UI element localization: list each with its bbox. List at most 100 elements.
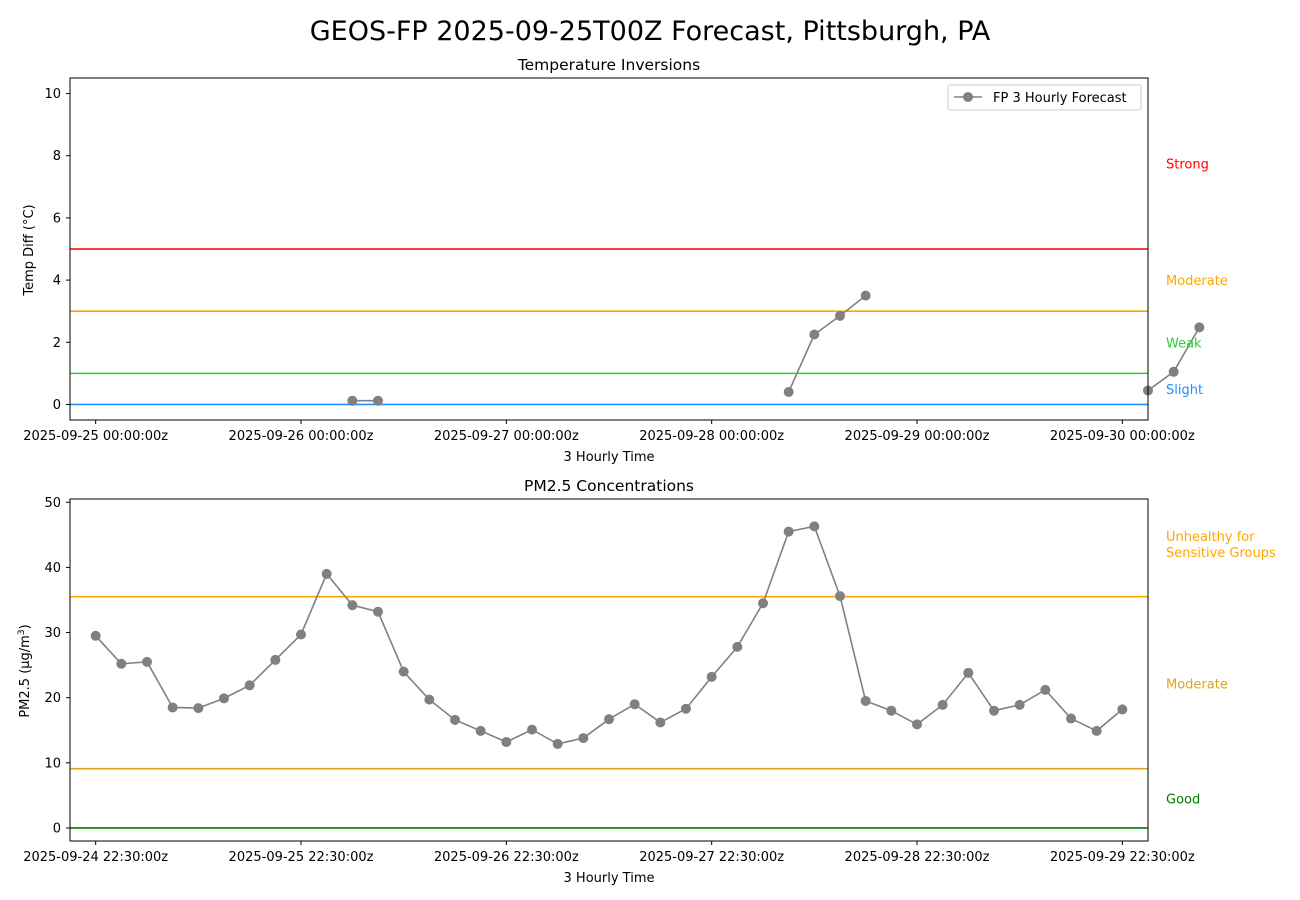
data-point [783,526,794,537]
x-axis-label: 3 Hourly Time [564,450,655,465]
x-tick-label: 2025-09-27 00:00:00z [434,429,579,444]
series-layer [347,290,1205,406]
data-point [912,719,922,730]
x-tick-label: 2025-09-30 00:00:00z [1050,429,1195,444]
x-tick-label: 2025-09-28 22:30:00z [845,850,990,865]
y-tick-label: 8 [53,149,61,164]
x-tick-label: 2025-09-25 00:00:00z [23,429,168,444]
data-point [655,717,666,728]
legend: FP 3 Hourly Forecast [947,84,1142,111]
data-point [1091,725,1102,736]
data-point [681,703,691,714]
y-tick-label: 0 [53,821,61,836]
data-point [937,699,948,710]
data-point [706,671,717,682]
data-point [1066,713,1076,724]
data-point [296,629,306,640]
plot-frame [69,77,1149,421]
data-point [1117,704,1128,715]
data-point [809,329,820,340]
data-point [527,724,537,735]
y-axis-label: Temp Diff (°C) [22,204,37,296]
threshold-labels: Slight Weak Moderate Strong [1166,158,1228,398]
data-point [1040,684,1051,695]
data-point [270,654,281,665]
temperature-inversions-chart: Temperature Inversions 0 2 4 6 8 10 2025-09-25… [22,56,1228,465]
data-point [373,606,383,617]
threshold-label: Slight [1166,383,1203,398]
threshold-label: Moderate [1166,274,1228,289]
y-tick-label: 10 [44,756,61,771]
series-line [787,295,867,393]
threshold-lines [70,595,1148,829]
y-tick-label: 40 [44,561,61,576]
data-point [450,714,460,725]
data-point [1014,699,1025,710]
data-point [1168,366,1179,377]
x-tick-label: 2025-09-24 22:30:00z [23,850,168,865]
data-point [1194,322,1205,333]
y-tick-label: 4 [53,274,61,289]
y-tick-label: 30 [44,626,61,641]
data-point [578,733,589,744]
data-point [219,693,229,704]
data-point [90,630,101,641]
data-point [244,680,255,691]
data-point [604,714,614,725]
x-tick-label: 2025-09-26 22:30:00z [434,850,579,865]
y-tick-label: 20 [44,691,61,706]
data-point [758,598,768,609]
data-point [116,658,127,669]
data-point [860,290,871,301]
data-point [835,310,845,321]
threshold-label: Strong [1166,158,1209,173]
threshold-label: Good [1166,793,1200,808]
threshold-label: Moderate [1166,677,1228,692]
data-point [732,641,743,652]
data-point [835,591,845,602]
x-tick-label: 2025-09-29 00:00:00z [845,429,990,444]
data-point [963,667,974,678]
chart-title: PM2.5 Concentrations [524,477,694,495]
x-tick-label: 2025-09-29 22:30:00z [1050,850,1195,865]
x-axis-label: 3 Hourly Time [564,871,655,886]
data-point [193,703,204,714]
data-point [424,694,435,705]
data-point [989,705,999,716]
x-tick-label: 2025-09-25 22:30:00z [229,850,374,865]
legend-marker [963,92,973,102]
series-layer [90,521,1128,749]
threshold-lines [70,248,1148,406]
data-point [373,395,383,406]
y-tick-label: 0 [53,398,61,413]
data-point [167,702,178,713]
y-tick-label: 6 [53,211,61,226]
x-tick-label: 2025-09-26 00:00:00z [229,429,374,444]
x-tick-label: 2025-09-28 00:00:00z [639,429,784,444]
data-point [783,387,794,398]
pm25-concentrations-chart: PM2.5 Concentrations 0 10 20 30 40 50 2025-09-… [17,477,1276,886]
legend-label: FP 3 Hourly Forecast [993,91,1127,106]
x-tick-label: 2025-09-27 22:30:00z [639,850,784,865]
legend-box [947,84,1142,111]
y-tick-label: 10 [44,87,61,102]
data-point [347,600,358,611]
data-point [347,395,358,406]
data-point [398,666,409,677]
data-point [501,736,512,747]
threshold-labels: Good Moderate Unhealthy for Sensitive Group… [1166,530,1276,808]
axes-ticks: 0 2 4 6 8 10 2025-09-25 00:00:00z 2025-09-26 00… [23,87,1195,444]
plot-frame [69,498,1149,842]
y-tick-label: 50 [44,496,61,511]
figure-title: GEOS-FP 2025-09-25T00Z Forecast, Pittsbu… [310,16,991,47]
data-point [475,725,486,736]
threshold-label: Unhealthy for Sensitive Groups [1166,530,1276,561]
data-point [142,656,152,667]
chart-title: Temperature Inversions [517,56,700,74]
y-tick-label: 2 [53,336,61,351]
data-point [552,738,563,749]
data-point [860,695,871,706]
data-point [629,699,640,710]
series-line [95,525,1123,745]
